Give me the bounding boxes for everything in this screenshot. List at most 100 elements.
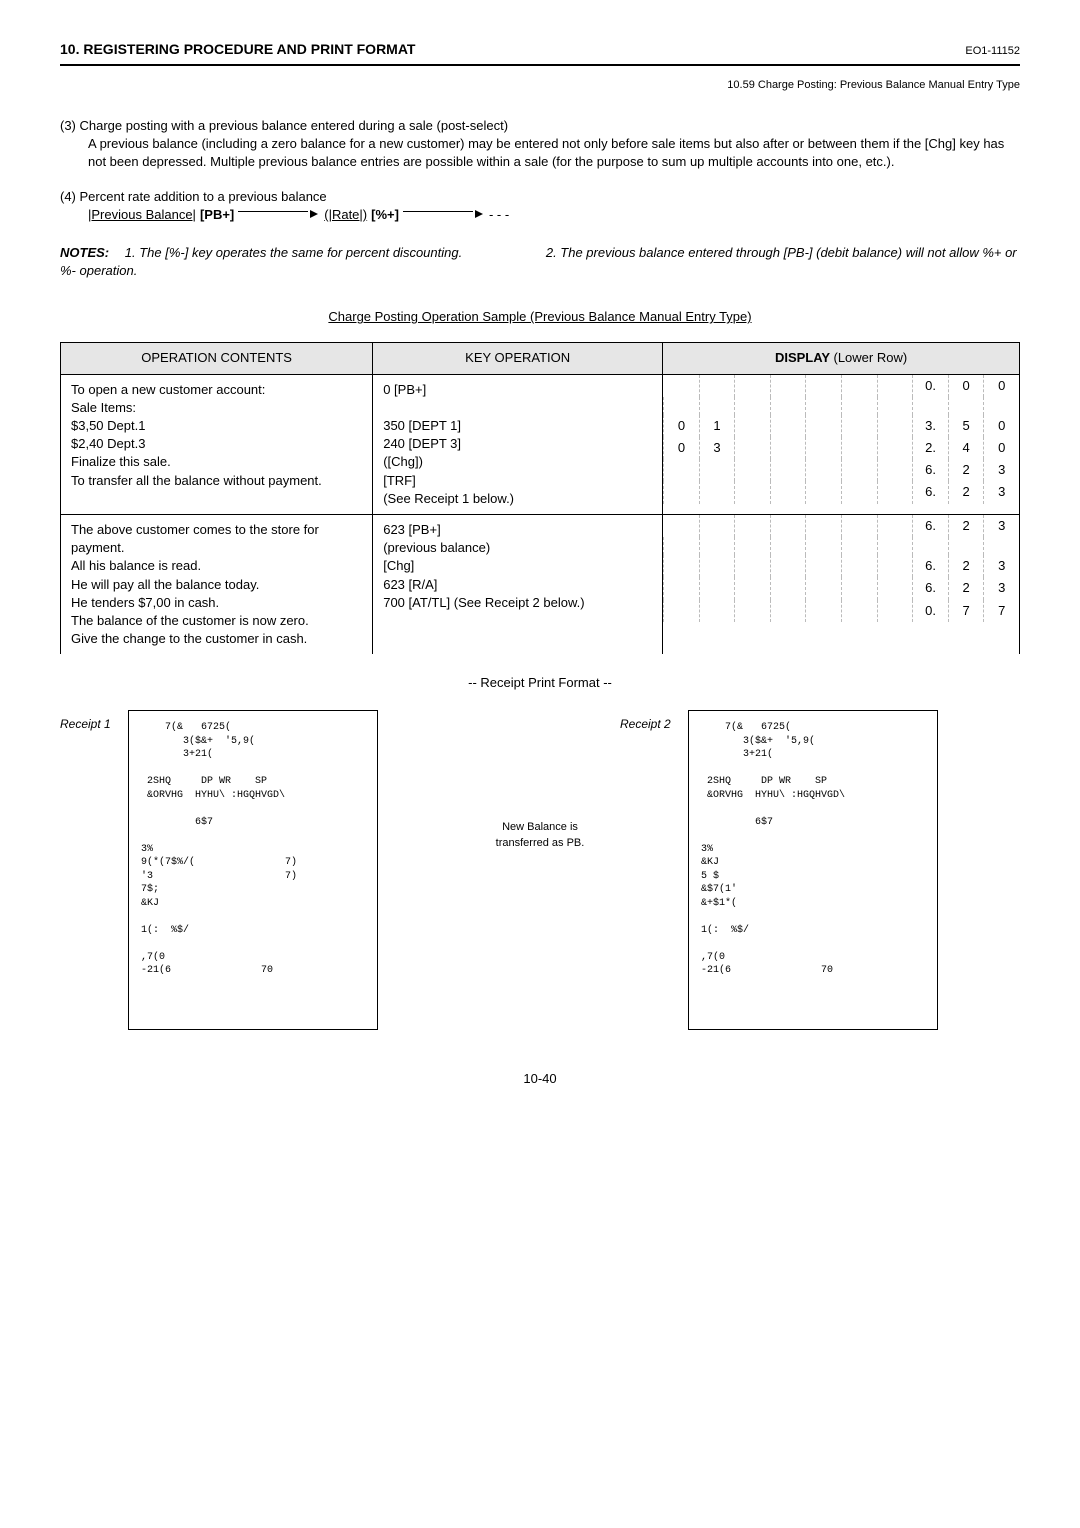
display-digit: 6. [912, 481, 948, 503]
page-number: 10-40 [60, 1070, 1020, 1088]
display-digit [841, 600, 877, 622]
display-cell-1: 0.00013.50032.406.236.23 [663, 374, 1020, 514]
display-digit [734, 397, 770, 415]
notes-block: NOTES: 1. The [%-] key operates the same… [60, 244, 1020, 280]
display-digit: 3 [983, 515, 1019, 537]
display-digit [983, 397, 1019, 415]
display-digit [770, 600, 806, 622]
display-digit [912, 537, 948, 555]
flow-rate-label: (|Rate|) [324, 206, 367, 224]
arrow-head-2 [477, 206, 485, 224]
display-digit [734, 459, 770, 481]
receipt-1-label: Receipt 1 [60, 716, 120, 733]
display-digit: 3. [912, 415, 948, 437]
display-digit [770, 555, 806, 577]
display-digit [805, 375, 841, 397]
display-digit [805, 415, 841, 437]
display-digit: 0 [663, 415, 699, 437]
display-digit [841, 537, 877, 555]
display-digit: 3 [983, 459, 1019, 481]
th-display: DISPLAY (Lower Row) [663, 343, 1020, 374]
display-digit [877, 537, 913, 555]
flow-dashes: - - - [489, 206, 509, 224]
display-digit [877, 397, 913, 415]
receipt-col-1: Receipt 1 7(& 6725( 3($&+ '5,9( 3+21( 2S… [60, 710, 460, 1030]
display-digit: 0 [983, 375, 1019, 397]
arrow-head-1 [312, 206, 320, 224]
display-digit [699, 537, 735, 555]
display-digit: 7 [983, 600, 1019, 622]
display-digit [699, 515, 735, 537]
display-digit [877, 459, 913, 481]
display-digit [734, 415, 770, 437]
display-digit [841, 577, 877, 599]
flow-line: |Previous Balance| [PB+] (|Rate|) [%+] -… [60, 206, 1020, 224]
display-digit [805, 555, 841, 577]
section-title: Charge Posting Operation Sample (Previou… [60, 308, 1020, 326]
display-digit [841, 397, 877, 415]
display-digit [770, 577, 806, 599]
display-digit [805, 600, 841, 622]
display-digit [877, 415, 913, 437]
display-digit [699, 397, 735, 415]
display-digit [805, 481, 841, 503]
display-digit [877, 555, 913, 577]
op-cell-2: The above customer comes to the store fo… [61, 514, 373, 654]
display-digit: 3 [983, 577, 1019, 599]
display-digit: 2. [912, 437, 948, 459]
display-digit [734, 375, 770, 397]
th-display-a: DISPLAY [775, 350, 834, 365]
flow-pb-key: [PB+] [200, 206, 234, 224]
display-digit [699, 555, 735, 577]
display-digit: 6. [912, 515, 948, 537]
display-digit [663, 577, 699, 599]
display-digit [734, 537, 770, 555]
display-digit [734, 600, 770, 622]
paragraph-4: (4) Percent rate addition to a previous … [60, 188, 1020, 224]
page-header: 10. REGISTERING PROCEDURE AND PRINT FORM… [60, 40, 1020, 60]
arrow-line-1 [238, 211, 308, 212]
table-head-row: OPERATION CONTENTS KEY OPERATION DISPLAY… [61, 343, 1020, 374]
display-digit [770, 397, 806, 415]
display-digit [841, 515, 877, 537]
display-digit: 3 [699, 437, 735, 459]
display-digit [877, 515, 913, 537]
table-row-1: To open a new customer account: Sale Ite… [61, 374, 1020, 514]
display-digit [912, 397, 948, 415]
table-row-2: The above customer comes to the store fo… [61, 514, 1020, 654]
th-display-b: (Lower Row) [833, 350, 907, 365]
receipts-wrap: Receipt 1 7(& 6725( 3($&+ '5,9( 3+21( 2S… [60, 710, 1020, 1030]
note-1: 1. The [%-] key operates the same for pe… [125, 245, 462, 260]
display-digit [770, 375, 806, 397]
para3-lead: (3) Charge posting with a previous balan… [60, 117, 1020, 135]
receipt-2-label: Receipt 2 [620, 716, 680, 733]
op-cell-1: To open a new customer account: Sale Ite… [61, 374, 373, 514]
display-digit [841, 437, 877, 459]
display-digit [734, 555, 770, 577]
display-digit: 0 [983, 415, 1019, 437]
display-digit: 0 [983, 437, 1019, 459]
display-digit [877, 375, 913, 397]
display-digit: 2 [948, 555, 984, 577]
display-digit: 0. [912, 375, 948, 397]
display-digit: 7 [948, 600, 984, 622]
display-digit: 0 [663, 437, 699, 459]
arrow-line-2 [403, 211, 473, 212]
display-cell-2: 6.236.236.230.77 [663, 514, 1020, 654]
display-digit [663, 375, 699, 397]
display-digit [663, 481, 699, 503]
display-digit [841, 375, 877, 397]
display-digit [983, 537, 1019, 555]
display-digit [663, 537, 699, 555]
display-digit [734, 515, 770, 537]
annotation-text: New Balance is transferred as PB. [480, 820, 600, 851]
th-operation: OPERATION CONTENTS [61, 343, 373, 374]
receipt-section-title: -- Receipt Print Format -- [60, 674, 1020, 692]
display-digit [699, 375, 735, 397]
display-digit [663, 397, 699, 415]
display-digit [841, 555, 877, 577]
display-digit [699, 577, 735, 599]
header-title: 10. REGISTERING PROCEDURE AND PRINT FORM… [60, 40, 415, 60]
display-digit: 0 [948, 375, 984, 397]
display-digit [770, 415, 806, 437]
